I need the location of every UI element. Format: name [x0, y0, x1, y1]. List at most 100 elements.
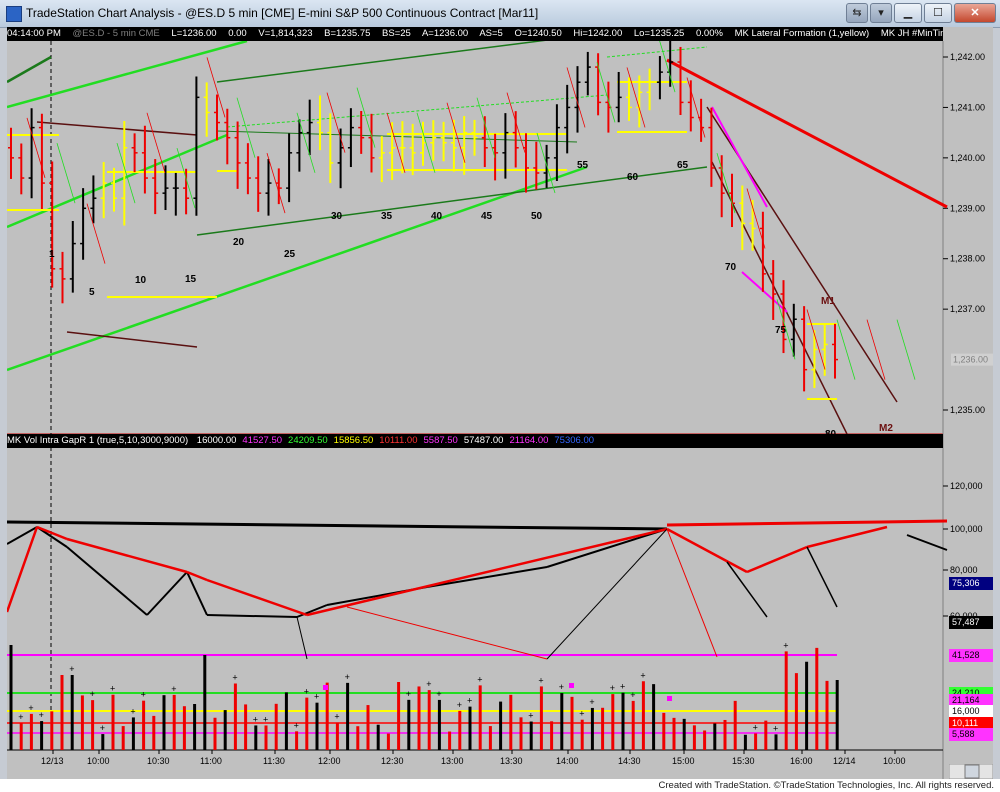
volume-marker: +: [100, 723, 105, 733]
volume-marker: +: [426, 679, 431, 689]
volume-zigzag: [206, 614, 298, 618]
swing-marker-line: [416, 112, 436, 173]
price-bar: [49, 161, 56, 288]
price-bar: [183, 168, 190, 215]
indicator-value-0: 16000.00: [196, 435, 237, 446]
indicator-value-1: 41527.50: [242, 435, 283, 446]
indicator-value-2: 24209.50: [288, 435, 328, 446]
volume-zigzag: [296, 604, 328, 618]
volume-marker: +: [90, 689, 95, 699]
maximize-button[interactable]: ☐: [924, 3, 952, 23]
time-axis-label: 12:00: [318, 756, 341, 766]
info-pct: 0.00%: [696, 28, 723, 39]
volume-zigzag: [426, 566, 548, 588]
swing-marker-line: [296, 112, 316, 173]
bar-count-label: 5: [89, 287, 95, 298]
price-bar: [533, 141, 540, 190]
close-button[interactable]: ✕: [954, 3, 996, 23]
trend-line-green-thin: [226, 94, 608, 128]
price-bar: [450, 119, 457, 172]
price-bar: [214, 94, 220, 141]
time-axis-label: 11:30: [263, 756, 285, 766]
price-bar: [389, 122, 396, 181]
price-bar: [409, 123, 416, 176]
chart-canvas[interactable]: 1,242.00 1,241.00 1,240.00 1,239.00 1,238.00…: [7, 27, 993, 779]
swing-marker-line: [206, 57, 226, 118]
volume-axis-box: 75,306: [949, 577, 993, 590]
time-axis-label: 11:00: [200, 756, 222, 766]
bar-count-label: 25: [284, 249, 296, 260]
price-bar: [193, 76, 200, 216]
info-study2: MK JH #MinTimer (10,80,25,black,yello: [880, 28, 943, 39]
price-bar: [265, 158, 272, 216]
indicator-value-6: 57487.00: [463, 435, 504, 446]
bar-count-label: 55: [577, 160, 589, 171]
price-bar: [553, 104, 560, 182]
indicator-value-8: 75306.00: [554, 435, 595, 446]
volume-marker: +: [579, 709, 584, 719]
price-bar: [626, 77, 632, 121]
trend-line-magenta: [741, 271, 788, 313]
volume-zigzag-thin: [296, 616, 308, 660]
trend-line-red: [666, 58, 948, 209]
swing-marker-line: [356, 87, 376, 148]
info-open: O=1240.50: [514, 28, 562, 39]
swing-marker-line: [446, 102, 466, 163]
price-axis-label: 1,238.00: [950, 254, 985, 264]
info-study1: MK Lateral Formation (1,yellow): [734, 28, 870, 39]
volume-marker: +: [18, 712, 23, 722]
indicator-value-3: 15856.50: [333, 435, 374, 446]
swing-marker-line: [476, 97, 496, 158]
time-axis-label: 10:30: [147, 756, 170, 766]
price-bar: [317, 95, 323, 151]
minimize-button[interactable]: ▁: [894, 3, 922, 23]
bar-count-label: 1: [49, 249, 55, 260]
price-bar: [306, 99, 313, 156]
chart-area[interactable]: 1,242.00 1,241.00 1,240.00 1,239.00 1,238.00…: [7, 27, 993, 779]
bar-count-label: M2: [879, 423, 893, 434]
info-time: 04:14:00 PM: [7, 28, 61, 39]
time-axis-label: 15:00: [672, 756, 695, 766]
volume-zigzag: [546, 528, 668, 568]
toolbar-toggle-button[interactable]: ⇆: [846, 3, 868, 23]
price-bar: [224, 108, 231, 165]
channel-line-maroon: [711, 161, 848, 435]
swing-marker-line: [326, 92, 346, 153]
price-bar: [111, 167, 117, 212]
price-bar: [502, 113, 509, 179]
info-bidsize: BS=25: [382, 28, 411, 39]
time-axis-label: 13:00: [441, 756, 464, 766]
volume-marker: +: [69, 664, 74, 674]
horizontal-scrollbar[interactable]: [949, 764, 993, 779]
swing-marker-line: [686, 77, 706, 138]
channel-line-maroon: [36, 121, 198, 136]
menu-toggle-button[interactable]: ▾: [870, 3, 892, 23]
bar-count-label: 40: [431, 211, 443, 222]
price-axis-label: 1,239.00: [950, 203, 985, 213]
price-bar: [162, 165, 169, 211]
indicator-value-5: 5587.50: [423, 435, 458, 446]
swing-marker-line: [536, 132, 556, 194]
volume-axis-label: 100,000: [950, 524, 983, 534]
volume-marker: +: [28, 703, 33, 713]
price-bar: [759, 211, 766, 292]
volume-marker: +: [294, 720, 299, 730]
price-bar: [677, 46, 684, 116]
volume-zigzag-thin: [346, 606, 548, 660]
swing-marker-line: [386, 112, 406, 173]
bar-count-label: 30: [331, 211, 343, 222]
volume-zigzag: [906, 534, 948, 551]
info-change: 0.00: [228, 28, 247, 39]
volume-marker: +: [753, 722, 758, 732]
price-bar: [141, 125, 148, 194]
price-bar: [131, 133, 138, 173]
bar-count-label: 15: [185, 274, 197, 285]
price-bar: [729, 173, 735, 228]
volume-marker: +: [171, 684, 176, 694]
price-bar: [461, 116, 468, 175]
trend-line-green: [7, 39, 248, 109]
swing-marker-line: [866, 319, 886, 380]
price-bar: [564, 84, 571, 154]
price-axis-label: 1,241.00: [950, 102, 985, 112]
indicator-info-bar: MK Vol Intra GapR 1 (true,5,10,3000,9000…: [7, 434, 943, 448]
